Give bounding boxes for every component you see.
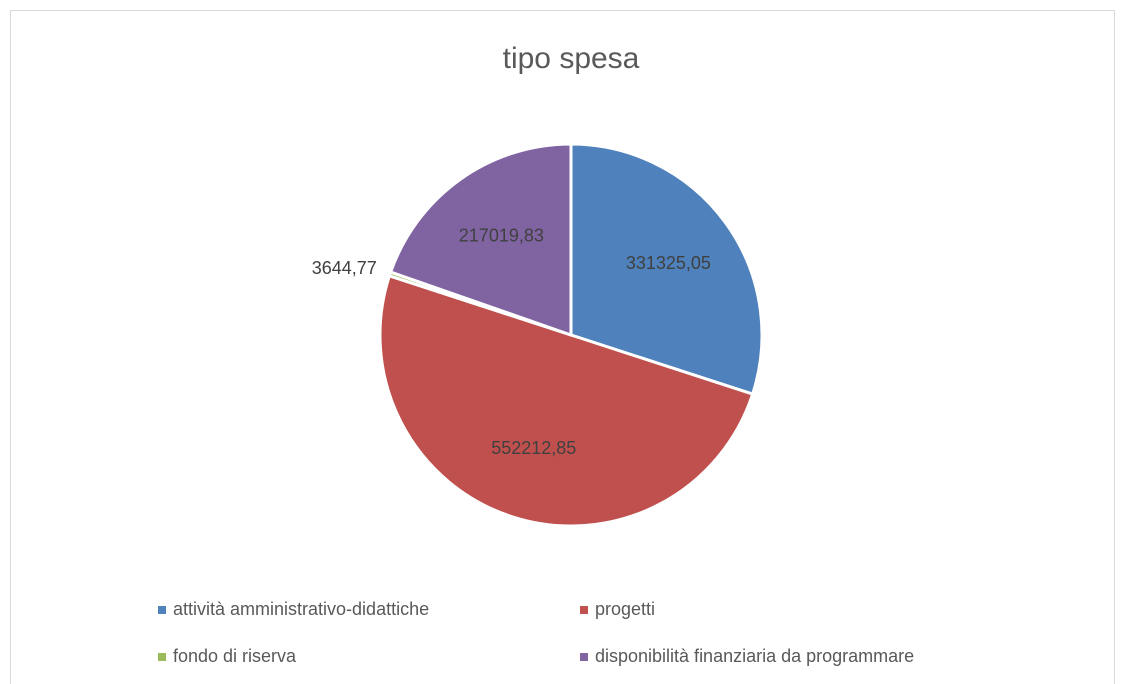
pie-slice — [388, 142, 573, 338]
chart-title: tipo spesa — [503, 42, 640, 75]
data-label: 217019,83 — [459, 226, 544, 246]
legend-marker — [580, 653, 588, 661]
legend-label: attività amministrativo-didattiche — [173, 599, 429, 619]
legend-label: disponibilità finanziaria da programmare — [595, 646, 914, 666]
pie-slice — [569, 142, 764, 396]
data-label: 552212,85 — [491, 438, 576, 458]
legend-marker — [158, 653, 166, 661]
legend-marker — [158, 606, 166, 614]
data-label: 331325,05 — [626, 253, 711, 273]
legend-label: fondo di riserva — [173, 646, 297, 666]
data-label: 3644,77 — [312, 258, 377, 278]
legend-marker — [580, 606, 588, 614]
legend-label: progetti — [595, 599, 655, 619]
pie-slice — [378, 273, 755, 528]
